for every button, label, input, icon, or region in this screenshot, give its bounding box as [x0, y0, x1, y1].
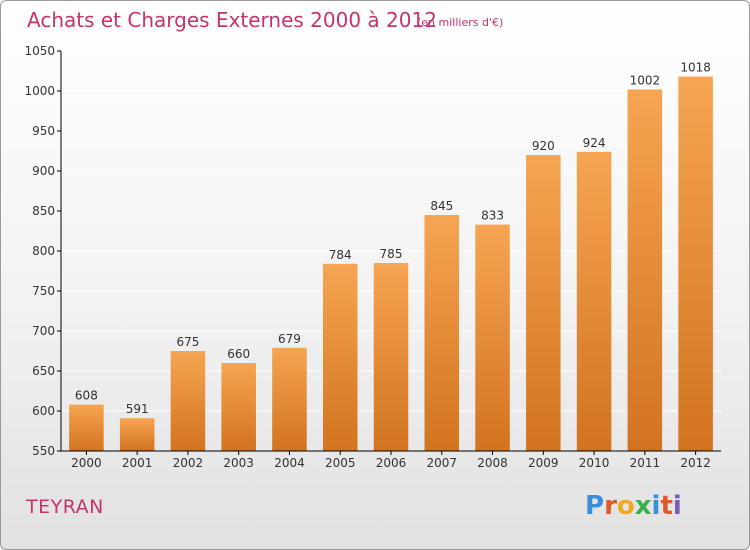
bar — [424, 215, 460, 451]
proxiti-logo[interactable]: Proxiti — [585, 491, 682, 521]
chart-unit: (en milliers d'€) — [417, 16, 503, 29]
data-label: 784 — [329, 248, 352, 262]
data-label: 591 — [126, 402, 149, 416]
bar — [678, 76, 713, 451]
x-tick-label: 2000 — [71, 456, 102, 470]
data-label: 1002 — [630, 73, 661, 87]
logo-letter: r — [604, 491, 617, 521]
data-label: 785 — [380, 247, 403, 261]
data-label: 660 — [227, 347, 250, 361]
logo-letter: i — [672, 491, 682, 521]
y-tick-label: 600 — [32, 404, 55, 418]
y-tick-label: 1000 — [24, 84, 55, 98]
bar — [322, 263, 358, 451]
bar — [576, 151, 612, 452]
bar — [272, 347, 307, 451]
place-name: TEYRAN — [26, 496, 104, 518]
logo-letter: i — [651, 491, 661, 521]
bar — [221, 363, 256, 451]
y-tick-label: 900 — [32, 164, 55, 178]
y-tick-label: 1050 — [24, 44, 55, 58]
x-tick-label: 2008 — [477, 456, 508, 470]
data-label: 833 — [481, 209, 504, 223]
x-tick-label: 2001 — [122, 456, 153, 470]
x-tick-label: 2007 — [426, 456, 457, 470]
data-label: 924 — [583, 136, 606, 150]
logo-letter: x — [634, 491, 652, 521]
x-tick-label: 2012 — [680, 456, 711, 470]
logo-letter: t — [660, 491, 673, 521]
x-tick-label: 2011 — [630, 456, 661, 470]
x-tick-label: 2002 — [173, 456, 204, 470]
x-tick-label: 2004 — [274, 456, 305, 470]
data-label: 1018 — [680, 61, 711, 75]
bars: 608 591 675 660 679 784 785 845 833 920 924 1002 101… — [69, 61, 713, 452]
x-tick-label: 2005 — [325, 456, 356, 470]
y-tick-label: 850 — [32, 204, 55, 218]
x-tick-label: 2009 — [528, 456, 559, 470]
bar — [69, 404, 104, 451]
data-label: 845 — [430, 199, 453, 213]
y-tick-label: 550 — [32, 444, 55, 458]
y-tick-label: 800 — [32, 244, 55, 258]
bar — [526, 155, 561, 451]
x-tick-label: 2010 — [579, 456, 610, 470]
bar — [170, 351, 206, 451]
data-label: 679 — [278, 332, 301, 346]
y-tick-label: 700 — [32, 324, 55, 338]
data-label: 675 — [176, 335, 199, 349]
bar — [119, 418, 155, 451]
chart-title: Achats et Charges Externes 2000 à 2012 — [27, 8, 437, 32]
y-tick-label: 750 — [32, 284, 55, 298]
bar — [627, 89, 663, 452]
y-tick-label: 950 — [32, 124, 55, 138]
logo-letter: P — [585, 491, 605, 521]
bar — [475, 224, 510, 451]
x-tick-label: 2006 — [376, 456, 407, 470]
x-tick-label: 2003 — [223, 456, 254, 470]
data-label: 608 — [75, 389, 98, 403]
axes: 550 600 650 700 750 800 850 900 950 1000 1050 2000 2… — [24, 44, 721, 470]
data-label: 920 — [532, 139, 555, 153]
y-tick-label: 650 — [32, 364, 55, 378]
logo-letter: o — [616, 491, 635, 521]
bar — [373, 263, 409, 451]
